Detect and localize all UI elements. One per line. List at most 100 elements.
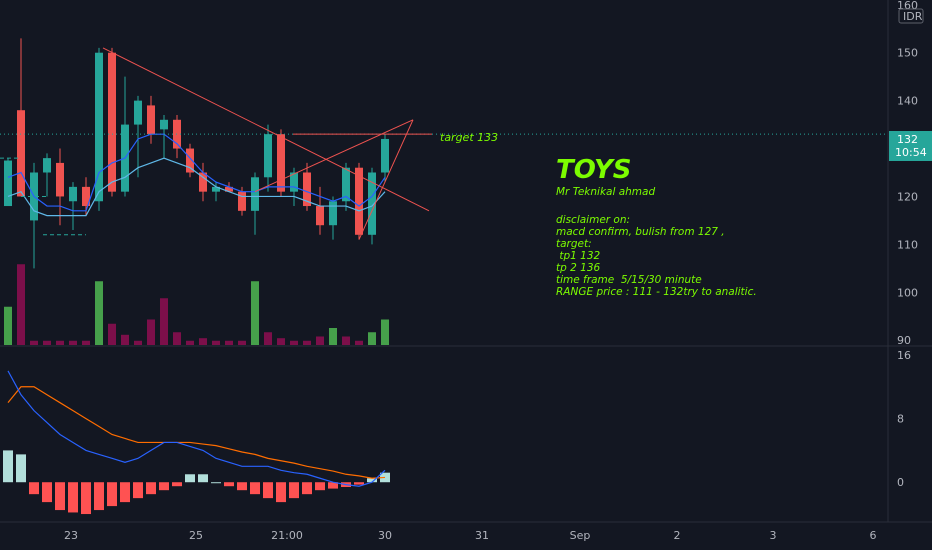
candle-body bbox=[108, 52, 116, 192]
price-tick-label: 90 bbox=[897, 334, 911, 347]
macd-histogram-bar bbox=[237, 482, 247, 491]
macd-line bbox=[7, 370, 386, 487]
grid-layer bbox=[0, 0, 932, 523]
volume-bar bbox=[212, 340, 220, 345]
price-tick-label: 100 bbox=[897, 286, 918, 299]
time-tick-label: 25 bbox=[189, 529, 203, 542]
candle-body bbox=[4, 160, 12, 207]
macd-histogram-bar bbox=[55, 482, 65, 511]
macd-histogram-bar bbox=[367, 478, 377, 483]
time-tick-label: 3 bbox=[770, 529, 777, 542]
candle-body bbox=[186, 148, 194, 173]
volume-bar bbox=[4, 306, 12, 345]
candle-body bbox=[134, 100, 142, 125]
volume-bar bbox=[277, 338, 285, 345]
volume-bar bbox=[56, 340, 64, 345]
candle-body bbox=[147, 105, 155, 135]
price-tick-label: 140 bbox=[897, 95, 918, 108]
volume-bar bbox=[342, 336, 350, 345]
price-tick-label: 120 bbox=[897, 190, 918, 203]
macd-histogram-bar bbox=[354, 482, 364, 485]
ascending-trendline bbox=[358, 119, 414, 240]
annotation-line: target: bbox=[556, 238, 592, 250]
currency-badge[interactable] bbox=[898, 8, 924, 24]
descending-trendline bbox=[102, 47, 430, 212]
time-tick-label: Sep bbox=[570, 529, 591, 542]
candle-body bbox=[95, 52, 103, 202]
candle-body bbox=[303, 172, 311, 207]
candle-body bbox=[316, 206, 324, 226]
volume-bar bbox=[199, 338, 207, 345]
macd-histogram-bar bbox=[16, 454, 26, 483]
macd-histogram-bar bbox=[315, 482, 325, 491]
macd-histogram-bar bbox=[276, 482, 286, 503]
moving-average-layer bbox=[7, 133, 386, 217]
volume-bar bbox=[316, 336, 324, 345]
volume-bar bbox=[134, 340, 142, 345]
volume-bar bbox=[147, 319, 155, 345]
drawing-layer[interactable] bbox=[0, 47, 888, 240]
candle-body bbox=[290, 172, 298, 192]
macd-histogram-bar bbox=[289, 482, 299, 499]
volume-bar bbox=[238, 340, 246, 345]
macd-tick-label: 0 bbox=[897, 476, 904, 489]
candle bbox=[4, 158, 12, 207]
candle bbox=[381, 134, 389, 183]
macd-histogram-bar bbox=[133, 482, 143, 499]
candle-body bbox=[56, 162, 64, 197]
macd-layer bbox=[3, 370, 390, 515]
annotation-line: disclaimer on: bbox=[556, 214, 630, 226]
annotation-title: TOYS bbox=[556, 155, 632, 185]
annotation-line: RANGE price : 111 - 132try to analitic. bbox=[556, 286, 757, 298]
volume-bar bbox=[355, 340, 363, 345]
annotation-line: tp 2 136 bbox=[556, 262, 600, 274]
annotation-line: time frame 5/15/30 minute bbox=[556, 274, 702, 286]
volume-bar bbox=[264, 332, 272, 345]
volume-bar bbox=[95, 281, 103, 345]
candle bbox=[69, 182, 77, 230]
ascending-trendline bbox=[254, 119, 414, 193]
candle bbox=[30, 162, 38, 269]
macd-histogram-bar bbox=[107, 482, 117, 507]
candle-body bbox=[264, 134, 272, 178]
candle-body bbox=[212, 186, 220, 192]
candle bbox=[186, 143, 194, 178]
macd-histogram-bar bbox=[302, 482, 312, 495]
candle-body bbox=[199, 172, 207, 192]
annotation-author: Mr Teknikal ahmad bbox=[556, 186, 655, 198]
time-tick-label: 30 bbox=[378, 529, 392, 542]
candle-layer[interactable] bbox=[4, 38, 389, 269]
macd-histogram-bar bbox=[81, 482, 91, 515]
volume-bar bbox=[329, 328, 337, 345]
candle bbox=[264, 124, 272, 192]
volume-bar bbox=[108, 323, 116, 345]
fast-moving-average-line bbox=[7, 133, 386, 212]
macd-histogram-bar bbox=[42, 482, 52, 503]
candle bbox=[108, 47, 116, 197]
price-tick-label: 160 bbox=[897, 0, 918, 12]
time-tick-label: 23 bbox=[64, 529, 78, 542]
candle-body bbox=[251, 177, 259, 211]
candle-body bbox=[82, 186, 90, 207]
candle-body bbox=[355, 167, 363, 235]
annotation-line: tp1 132 bbox=[556, 250, 600, 262]
macd-histogram-bar bbox=[185, 474, 195, 483]
macd-histogram-bar bbox=[94, 482, 104, 511]
candle-body bbox=[277, 134, 285, 192]
currency-label: IDR bbox=[903, 10, 923, 23]
slow-moving-average-line bbox=[7, 157, 386, 217]
candle bbox=[303, 162, 311, 211]
volume-bar bbox=[381, 319, 389, 345]
time-tick-label: 2 bbox=[674, 529, 681, 542]
volume-bar bbox=[30, 340, 38, 345]
price-tick-label: 110 bbox=[897, 238, 918, 251]
macd-histogram-bar bbox=[198, 474, 208, 483]
volume-bar bbox=[303, 340, 311, 345]
candle-body bbox=[368, 172, 376, 235]
macd-histogram-bar bbox=[380, 472, 390, 483]
candle bbox=[342, 162, 350, 211]
candle bbox=[160, 115, 168, 159]
axis-layer: 901001101201301401501600816232521:003031… bbox=[64, 0, 918, 542]
candle bbox=[17, 38, 25, 197]
